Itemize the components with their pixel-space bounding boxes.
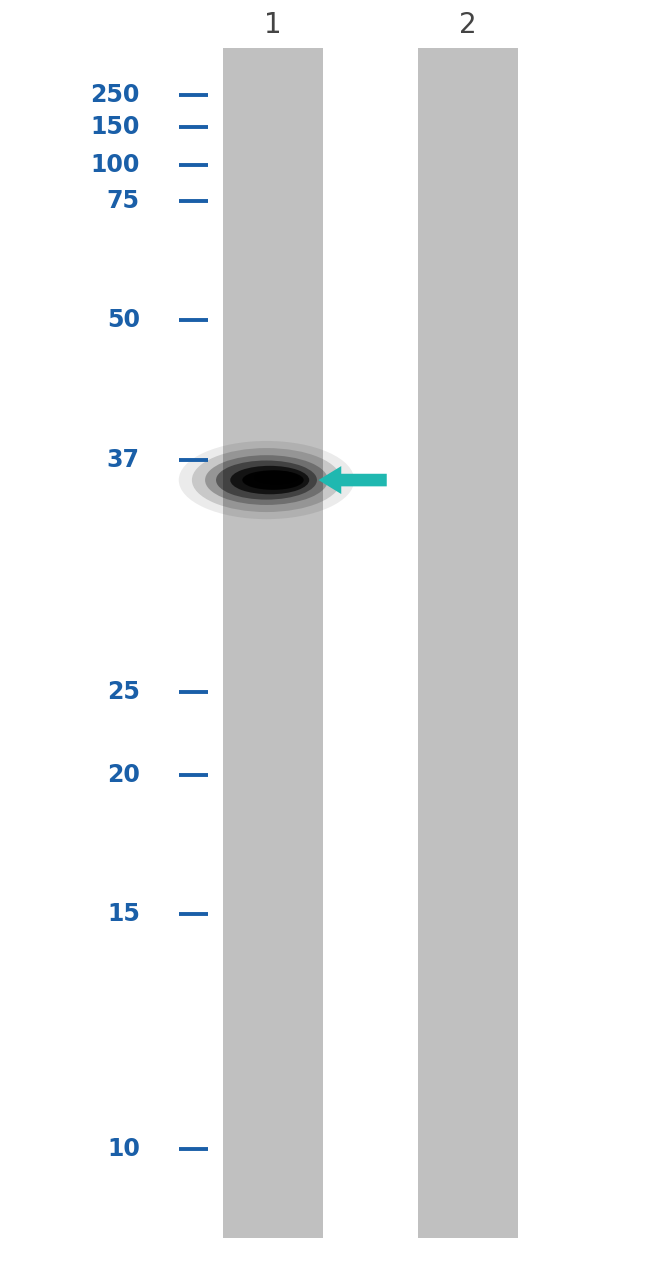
Text: 100: 100 xyxy=(90,154,140,177)
Ellipse shape xyxy=(205,455,328,505)
Bar xyxy=(222,48,323,1238)
Text: 150: 150 xyxy=(90,116,140,138)
Text: 1: 1 xyxy=(264,11,282,39)
Ellipse shape xyxy=(242,470,304,490)
Text: 75: 75 xyxy=(107,189,140,212)
Text: 15: 15 xyxy=(107,903,140,926)
Text: 10: 10 xyxy=(107,1138,140,1161)
Ellipse shape xyxy=(179,441,354,519)
Ellipse shape xyxy=(192,448,341,512)
Ellipse shape xyxy=(254,471,298,484)
Text: 37: 37 xyxy=(107,448,140,471)
Ellipse shape xyxy=(264,474,292,481)
Ellipse shape xyxy=(230,466,309,494)
FancyArrow shape xyxy=(318,466,387,494)
Text: 25: 25 xyxy=(107,681,140,704)
Bar xyxy=(417,48,519,1238)
Text: 20: 20 xyxy=(107,763,140,786)
Text: 250: 250 xyxy=(90,84,140,107)
Ellipse shape xyxy=(216,461,317,499)
Text: 2: 2 xyxy=(459,11,477,39)
Text: 50: 50 xyxy=(107,309,140,331)
